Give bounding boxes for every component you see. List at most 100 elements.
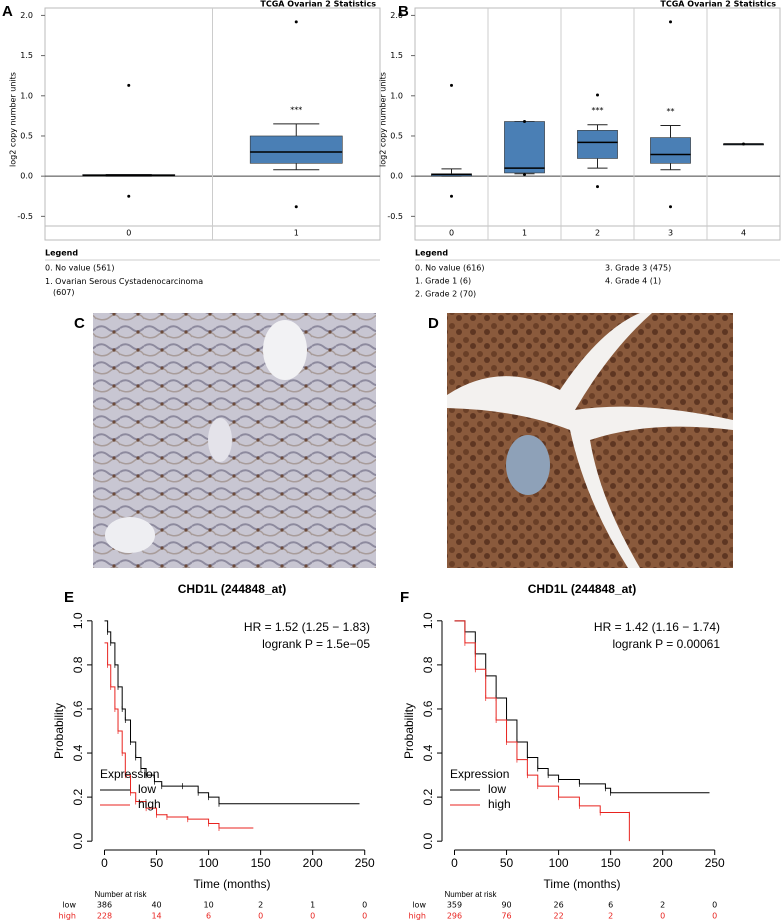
y-tick-label: 1.5 [390,51,403,60]
y-tick-label: 0.6 [421,700,435,717]
y-tick-label: 0.0 [390,172,403,181]
x-tick-label: 50 [500,856,514,870]
risk-value: 0 [310,912,315,920]
significance: *** [592,106,604,115]
chart-title: TCGA Ovarian 2 Statistics [660,0,776,9]
y-tick-label: 0.0 [421,833,435,850]
risk-row-name: high [59,912,76,920]
y-tick-label: -0.5 [387,212,403,221]
outlier [742,142,745,146]
box [650,137,691,164]
outlier [669,20,672,24]
outlier [669,205,672,209]
risk-row-name: low [412,901,426,910]
risk-value: 359 [447,901,462,910]
x-tick-label: 0 [101,856,108,870]
legend-title: Legend [415,249,448,258]
legend-title: Expression [450,767,509,781]
risk-value: 90 [501,901,511,910]
y-tick-label: 0.4 [421,744,435,761]
x-tick-label: 1 [522,229,527,238]
x-tick-label: 200 [653,856,673,870]
risk-value: 0 [712,901,717,910]
risk-value: 228 [97,912,112,920]
risk-value: 2 [258,901,263,910]
panel-label: A [2,3,13,20]
y-tick-label: 1.0 [421,612,435,629]
legend-entry: 4. Grade 4 (1) [605,277,661,286]
panel-label: E [64,589,74,606]
legend-entry: low [488,782,506,796]
x-tick-label: 1 [294,229,299,238]
plot-frame [414,7,781,241]
risk-value: 22 [553,912,563,920]
legend-entry: 0. No value (561) [45,264,115,273]
box [577,130,618,159]
y-tick-label: 1.0 [390,91,403,100]
outlier [596,185,599,189]
risk-table-title: Number at risk [94,890,147,899]
risk-value: 0 [712,912,717,920]
y-tick-label: 0.5 [20,131,33,140]
risk-value: 0 [258,912,263,920]
risk-value: 386 [97,901,112,910]
box [249,135,343,164]
panel-label: D [428,315,439,332]
legend-entry: 1. Ovarian Serous Cystadenocarcinoma (607… [45,277,203,297]
risk-value: 10 [203,901,213,910]
legend-title: Expression [100,767,159,781]
x-tick-label: 250 [355,856,375,870]
x-tick-label: 250 [705,856,725,870]
outlier [450,194,453,198]
y-axis-label: Probability [52,703,66,759]
chart-title: TCGA Ovarian 2 Statistics [260,0,376,9]
y-tick-label: 2.0 [20,11,33,20]
risk-value: 1 [310,901,315,910]
legend-entry: high [488,797,511,811]
x-axis-label: Time (months) [544,877,621,891]
risk-table-title: Number at risk [444,890,497,899]
y-tick-label: -0.5 [17,212,33,221]
panel-label: C [74,315,85,332]
x-tick-label: 100 [549,856,569,870]
legend-entry: low [138,782,156,796]
y-axis-label: log2 copy number units [9,72,18,167]
risk-value: 2 [608,912,613,920]
x-tick-label: 100 [199,856,219,870]
y-tick-label: 1.0 [71,612,85,629]
risk-value: 26 [553,901,563,910]
significance: *** [290,105,302,114]
x-tick-label: 4 [741,229,746,238]
y-tick-label: 0.0 [20,172,33,181]
annotation: HR = 1.52 (1.25 − 1.83) [244,620,370,634]
outlier [294,205,298,209]
annotation: logrank P = 0.00061 [612,637,720,651]
panel-label: B [398,3,409,20]
outlier [596,93,599,97]
y-tick-label: 0.0 [71,833,85,850]
image-d [447,313,733,568]
survival-curve [104,642,254,829]
y-tick-label: 1.5 [20,51,33,60]
annotation: logrank P = 1.5e−05 [262,637,370,651]
risk-value: 0 [362,912,367,920]
y-axis-label: log2 copy number units [379,72,388,167]
box [504,121,545,174]
risk-value: 14 [151,912,161,920]
x-axis-label: Time (months) [194,877,271,891]
risk-value: 0 [362,901,367,910]
legend-entry: 2. Grade 2 (70) [415,290,476,299]
risk-value: 6 [608,901,613,910]
y-tick-label: 1.0 [20,91,33,100]
risk-value: 40 [151,901,161,910]
risk-value: 2 [660,901,665,910]
legend-entry: 3. Grade 3 (475) [605,264,671,273]
outlier [523,120,526,124]
outlier [450,83,453,87]
x-tick-label: 150 [251,856,271,870]
y-tick-label: 0.2 [421,788,435,805]
y-tick-label: 0.8 [71,656,85,673]
y-tick-label: 0.8 [421,656,435,673]
x-tick-label: 3 [668,229,673,238]
